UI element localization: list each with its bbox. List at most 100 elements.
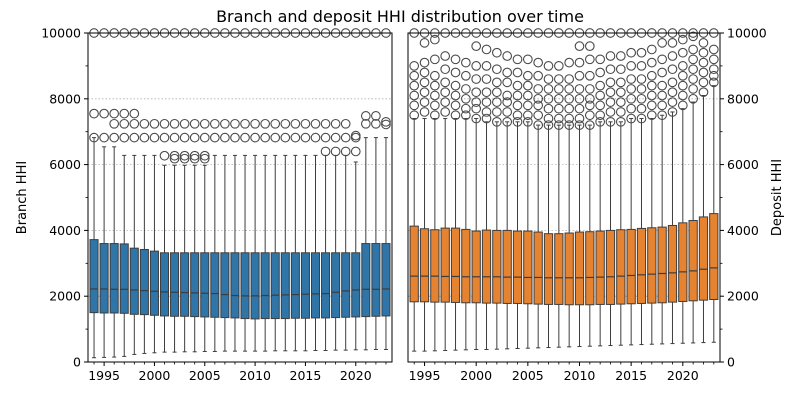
outlier-point: [698, 47, 709, 58]
box-1997: [119, 28, 130, 357]
outlier-point: [491, 107, 502, 117]
outlier-point: [646, 44, 657, 55]
outlier-point: [605, 64, 616, 75]
outlier-point: [360, 118, 371, 129]
outlier-point: [677, 61, 688, 71]
outlier-point: [512, 67, 523, 78]
outlier-point: [409, 80, 420, 91]
box-1999: [139, 28, 150, 354]
outlier-point: [502, 107, 513, 117]
box-body: [554, 233, 564, 305]
outlier-point: [139, 132, 150, 143]
outlier-point: [553, 74, 564, 84]
box-2015: [626, 28, 637, 346]
outlier-point: [340, 146, 351, 157]
box-1998: [129, 28, 140, 355]
xtick-label: 2020: [340, 368, 372, 383]
xtick-label: 2005: [512, 368, 544, 383]
box-2005: [199, 28, 210, 352]
box-body: [585, 231, 595, 306]
box-2006: [533, 28, 544, 349]
box-2012: [595, 28, 606, 347]
outlier-point: [461, 57, 471, 68]
outlier-point: [512, 100, 523, 111]
box-2008: [230, 28, 240, 352]
outlier-point: [512, 110, 523, 121]
box-2015: [300, 28, 311, 352]
box-2008: [553, 28, 564, 348]
box-body: [502, 229, 512, 304]
outlier-point: [430, 70, 440, 81]
outlier-point: [698, 38, 709, 48]
outlier-point: [419, 97, 430, 107]
box-2012: [270, 28, 281, 352]
outlier-point: [320, 146, 331, 157]
outlier-point: [169, 132, 180, 143]
box-body: [341, 252, 351, 318]
outlier-point: [481, 107, 492, 117]
outlier-point: [553, 113, 564, 124]
box-2021: [688, 28, 698, 344]
outlier-point: [502, 67, 513, 78]
outlier-point: [461, 93, 471, 104]
outlier-point: [626, 61, 637, 71]
outlier-point: [657, 90, 667, 101]
outlier-point: [595, 90, 606, 101]
outlier-point: [584, 110, 595, 121]
box-body: [481, 229, 492, 304]
outlier-point: [430, 34, 440, 45]
outlier-point: [350, 130, 361, 141]
outlier-point: [450, 80, 461, 91]
outlier-point: [240, 118, 250, 129]
ytick-label: 2000: [727, 289, 759, 304]
outlier-point: [502, 77, 513, 88]
box-body: [361, 243, 371, 318]
outlier-point: [330, 146, 341, 157]
box-2003: [179, 28, 190, 353]
outlier-point: [409, 90, 420, 101]
outlier-point: [553, 93, 564, 104]
box-2002: [491, 28, 502, 350]
outlier-point: [381, 119, 391, 130]
outlier-point: [430, 110, 440, 121]
outlier-point: [657, 54, 667, 65]
outlier-point: [564, 84, 575, 94]
outlier-point: [471, 74, 482, 84]
outlier-point: [605, 107, 616, 117]
box-body: [321, 252, 331, 319]
box-body: [210, 252, 220, 318]
outlier-point: [646, 70, 657, 81]
outlier-point: [340, 132, 351, 143]
outlier-point: [574, 93, 585, 104]
outlier-point: [502, 116, 513, 127]
box-body: [240, 252, 250, 320]
box-body: [595, 230, 605, 305]
outlier-point: [636, 61, 647, 71]
box-1996: [430, 28, 440, 352]
outlier-point: [310, 132, 321, 143]
outlier-point: [688, 93, 698, 104]
outlier-point: [636, 74, 647, 84]
box-body: [688, 220, 698, 302]
box-body: [129, 247, 139, 315]
outlier-point: [481, 87, 492, 98]
outlier-point: [512, 54, 523, 65]
outlier-point: [667, 38, 678, 48]
box-body: [430, 229, 440, 303]
outlier-point: [595, 116, 606, 127]
outlier-point: [461, 103, 471, 114]
outlier-point: [512, 90, 523, 101]
outlier-point: [471, 103, 482, 114]
outlier-point: [657, 67, 667, 78]
outlier-point: [109, 132, 120, 143]
outlier-point: [179, 150, 190, 161]
box-2004: [189, 28, 200, 353]
box-2010: [250, 28, 260, 352]
outlier-point: [564, 120, 575, 130]
outlier-point: [646, 90, 657, 101]
outlier-point: [677, 34, 688, 45]
outlier-point: [471, 87, 482, 98]
outlier-point: [350, 132, 361, 143]
outlier-point: [220, 118, 230, 129]
outlier-point: [584, 41, 595, 52]
